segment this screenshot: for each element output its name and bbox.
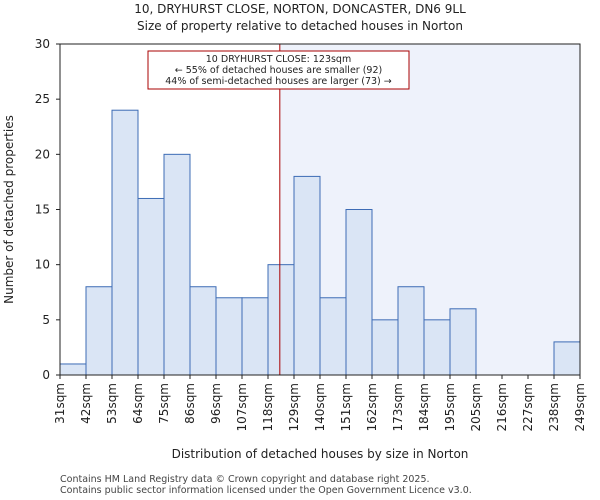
y-tick-label: 20 xyxy=(35,147,50,161)
x-tick-label: 162sqm xyxy=(365,383,379,431)
annotation-box: 10 DRYHURST CLOSE: 123sqm ← 55% of detac… xyxy=(147,50,410,90)
x-tick-label: 129sqm xyxy=(287,383,301,431)
y-axis-label: Number of detached properties xyxy=(2,115,16,304)
x-tick-label: 118sqm xyxy=(261,383,275,431)
chart-title: 10, DRYHURST CLOSE, NORTON, DONCASTER, D… xyxy=(134,2,466,16)
x-tick-label: 249sqm xyxy=(573,383,587,431)
bar-129sqm xyxy=(293,175,321,376)
x-tick-label: 151sqm xyxy=(339,383,353,431)
bar-31sqm xyxy=(59,363,87,376)
bar-53sqm xyxy=(111,109,139,376)
chart-subtitle: Size of property relative to detached ho… xyxy=(137,19,463,33)
bar-118sqm xyxy=(267,264,295,376)
annotation-line-1: 10 DRYHURST CLOSE: 123sqm xyxy=(206,54,351,65)
x-axis-label: Distribution of detached houses by size … xyxy=(172,447,469,461)
x-tick-label: 96sqm xyxy=(209,383,223,424)
x-tick-label: 107sqm xyxy=(235,383,249,431)
x-tick-label: 216sqm xyxy=(495,383,509,431)
bar-238sqm xyxy=(553,341,581,376)
bar-96sqm xyxy=(215,297,243,376)
bar-86sqm xyxy=(189,286,217,376)
annotation-line-3: 44% of semi-detached houses are larger (… xyxy=(165,76,392,87)
x-tick-label: 205sqm xyxy=(469,383,483,431)
bar-140sqm xyxy=(319,297,347,376)
x-tick-label: 64sqm xyxy=(131,383,145,424)
x-tick-label: 75sqm xyxy=(157,383,171,424)
bar-151sqm xyxy=(345,209,373,376)
x-tick-label: 53sqm xyxy=(105,383,119,424)
footer-copyright: Contains HM Land Registry data © Crown c… xyxy=(60,474,430,485)
bar-64sqm xyxy=(137,197,165,376)
bar-75sqm xyxy=(163,153,191,376)
y-tick-label: 15 xyxy=(35,203,50,217)
x-tick-label: 86sqm xyxy=(183,383,197,424)
bar-162sqm xyxy=(371,319,399,376)
annotation-line-2: ← 55% of detached houses are smaller (92… xyxy=(175,65,382,76)
bar-173sqm xyxy=(397,286,425,376)
x-tick-label: 227sqm xyxy=(521,383,535,431)
y-tick-label: 25 xyxy=(35,92,50,106)
bar-195sqm xyxy=(449,308,477,376)
y-tick-label: 5 xyxy=(42,313,50,327)
bar-184sqm xyxy=(423,319,451,376)
x-tick-label: 195sqm xyxy=(443,383,457,431)
y-tick-label: 10 xyxy=(35,258,50,272)
x-tick-label: 31sqm xyxy=(53,383,67,424)
x-tick-label: 238sqm xyxy=(547,383,561,431)
bar-107sqm xyxy=(241,297,269,376)
y-tick-label: 0 xyxy=(42,368,50,382)
footer-licence: Contains public sector information licen… xyxy=(60,485,472,496)
x-tick-label: 42sqm xyxy=(79,383,93,424)
y-tick-label: 30 xyxy=(35,37,50,51)
x-tick-label: 184sqm xyxy=(417,383,431,431)
bar-42sqm xyxy=(85,286,113,376)
x-tick-label: 140sqm xyxy=(313,383,327,431)
x-tick-label: 173sqm xyxy=(391,383,405,431)
